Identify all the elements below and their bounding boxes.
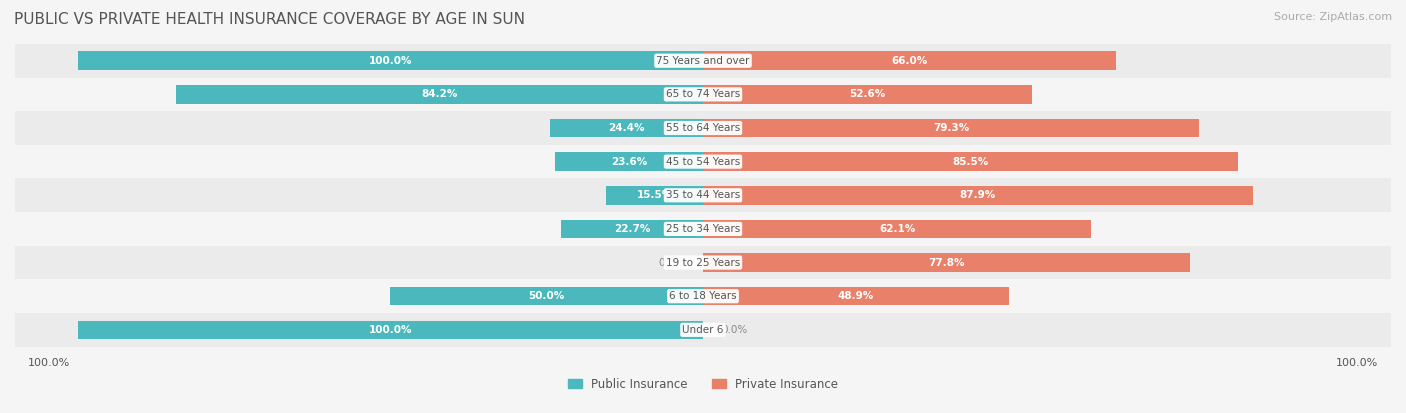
Text: 62.1%: 62.1%: [879, 224, 915, 234]
Bar: [15, 279, 1391, 313]
Bar: [15, 246, 1391, 279]
Text: 50.0%: 50.0%: [529, 291, 565, 301]
Text: PUBLIC VS PRIVATE HEALTH INSURANCE COVERAGE BY AGE IN SUN: PUBLIC VS PRIVATE HEALTH INSURANCE COVER…: [14, 12, 524, 27]
Bar: [15, 313, 1391, 347]
Text: 45 to 54 Years: 45 to 54 Years: [666, 157, 740, 167]
Text: 48.9%: 48.9%: [838, 291, 875, 301]
Bar: [15, 111, 1391, 145]
Text: 25 to 34 Years: 25 to 34 Years: [666, 224, 740, 234]
Text: 55 to 64 Years: 55 to 64 Years: [666, 123, 740, 133]
Text: 79.3%: 79.3%: [932, 123, 969, 133]
Bar: [15, 178, 1391, 212]
Legend: Public Insurance, Private Insurance: Public Insurance, Private Insurance: [564, 373, 842, 395]
Bar: [15, 44, 1391, 78]
Text: 100.0%: 100.0%: [28, 358, 70, 368]
Text: Under 6: Under 6: [682, 325, 724, 335]
Text: 85.5%: 85.5%: [952, 157, 988, 167]
Bar: [703, 119, 1199, 137]
Text: 87.9%: 87.9%: [960, 190, 995, 200]
Bar: [176, 85, 703, 104]
Bar: [703, 186, 1253, 204]
Text: 84.2%: 84.2%: [422, 89, 458, 100]
Bar: [77, 52, 703, 70]
Text: 100.0%: 100.0%: [368, 325, 412, 335]
Text: 0.0%: 0.0%: [721, 325, 748, 335]
Text: 35 to 44 Years: 35 to 44 Years: [666, 190, 740, 200]
Bar: [555, 152, 703, 171]
Bar: [15, 212, 1391, 246]
Text: 15.5%: 15.5%: [637, 190, 672, 200]
Bar: [703, 85, 1032, 104]
Text: Source: ZipAtlas.com: Source: ZipAtlas.com: [1274, 12, 1392, 22]
Text: 19 to 25 Years: 19 to 25 Years: [666, 258, 740, 268]
Bar: [15, 145, 1391, 178]
Bar: [550, 119, 703, 137]
Bar: [703, 287, 1010, 306]
Bar: [391, 287, 703, 306]
Text: 100.0%: 100.0%: [1336, 358, 1378, 368]
Text: 23.6%: 23.6%: [612, 157, 647, 167]
Text: 75 Years and over: 75 Years and over: [657, 56, 749, 66]
Bar: [77, 320, 703, 339]
Bar: [606, 186, 703, 204]
Text: 0.0%: 0.0%: [658, 258, 685, 268]
Bar: [15, 78, 1391, 111]
Text: 65 to 74 Years: 65 to 74 Years: [666, 89, 740, 100]
Text: 100.0%: 100.0%: [368, 56, 412, 66]
Text: 66.0%: 66.0%: [891, 56, 928, 66]
Bar: [703, 152, 1237, 171]
Bar: [561, 220, 703, 238]
Bar: [703, 52, 1116, 70]
Text: 24.4%: 24.4%: [609, 123, 645, 133]
Bar: [703, 220, 1091, 238]
Text: 52.6%: 52.6%: [849, 89, 886, 100]
Bar: [703, 253, 1189, 272]
Text: 22.7%: 22.7%: [614, 224, 650, 234]
Text: 77.8%: 77.8%: [928, 258, 965, 268]
Text: 6 to 18 Years: 6 to 18 Years: [669, 291, 737, 301]
